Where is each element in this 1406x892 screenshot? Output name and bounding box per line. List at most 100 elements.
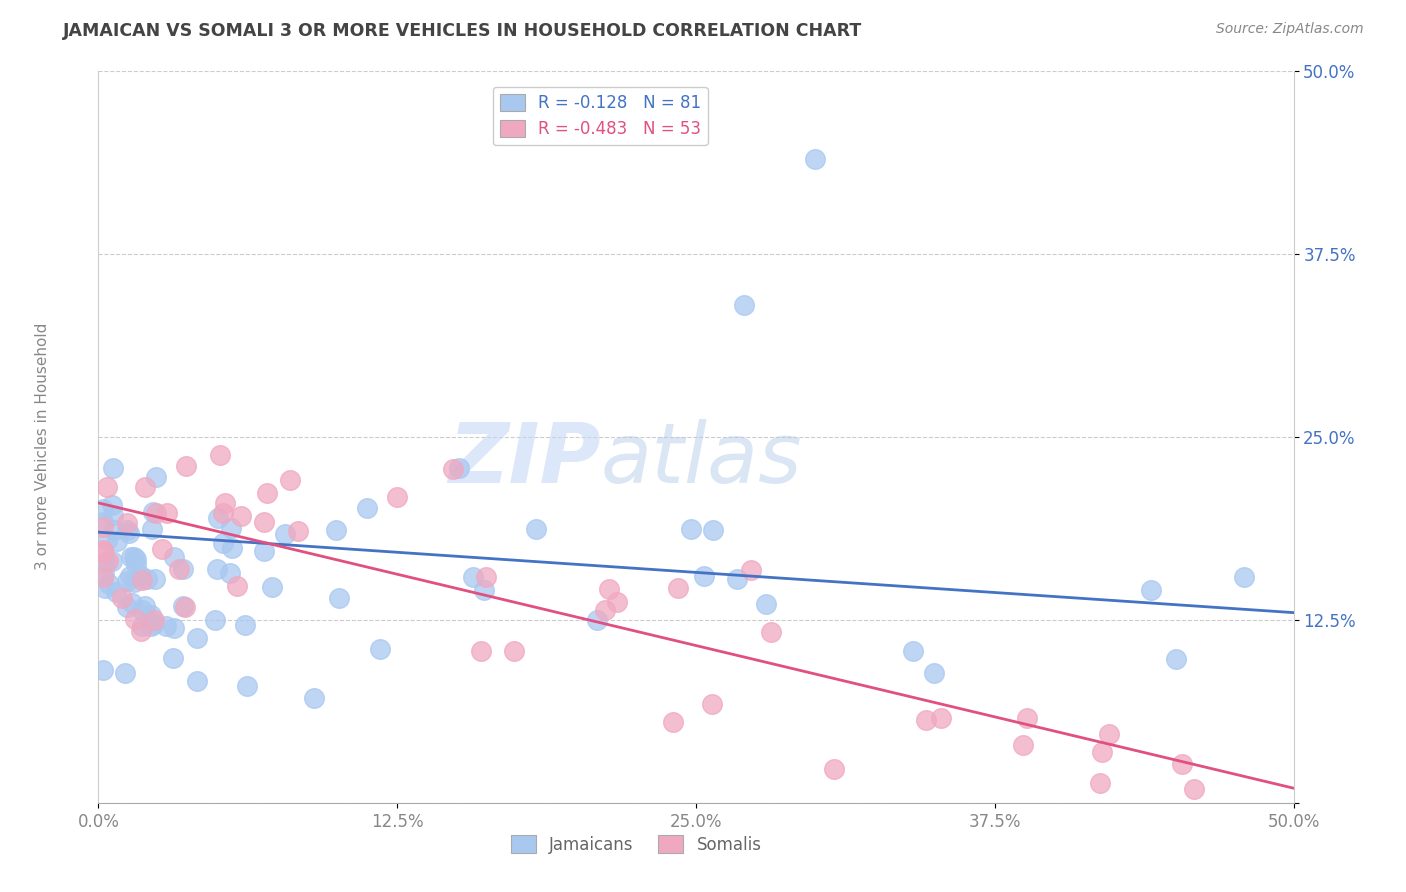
Point [209, 448, 232, 462]
Point [260, 580, 283, 594]
Text: atlas: atlas [600, 418, 801, 500]
Point [231, 509, 253, 524]
Point [101, 498, 124, 512]
Point [385, 490, 408, 504]
Point [929, 711, 952, 725]
Point [174, 458, 197, 473]
Point [218, 566, 240, 580]
Point [503, 644, 526, 658]
Point [125, 552, 148, 566]
Point [94, 556, 117, 570]
Point [470, 644, 492, 658]
Point [253, 544, 276, 558]
Point [233, 618, 256, 632]
Point [118, 526, 141, 541]
Point [131, 619, 153, 633]
Point [115, 600, 138, 615]
Point [207, 511, 229, 525]
Point [156, 507, 179, 521]
Point [134, 599, 156, 613]
Point [475, 570, 498, 584]
Point [91, 663, 114, 677]
Point [129, 624, 152, 639]
Point [125, 557, 148, 571]
Point [143, 572, 166, 586]
Point [205, 562, 228, 576]
Point [97, 554, 120, 568]
Point [139, 618, 162, 632]
Point [129, 568, 152, 582]
Point [1139, 583, 1161, 598]
Point [472, 582, 495, 597]
Point [253, 515, 276, 529]
Point [1164, 652, 1187, 666]
Point [325, 523, 347, 537]
Point [124, 612, 146, 626]
Point [145, 470, 167, 484]
Point [679, 523, 702, 537]
Point [914, 713, 936, 727]
Text: 3 or more Vehicles in Household: 3 or more Vehicles in Household [35, 322, 49, 570]
Point [150, 542, 173, 557]
Point [121, 596, 143, 610]
Point [804, 152, 827, 166]
Point [328, 591, 350, 605]
Point [139, 608, 162, 623]
Point [1088, 776, 1111, 790]
Point [256, 486, 278, 500]
Point [733, 298, 755, 312]
Point [173, 600, 195, 615]
Point [143, 617, 166, 632]
Point [134, 480, 156, 494]
Point [278, 473, 301, 487]
Legend: Jamaicans, Somalis: Jamaicans, Somalis [503, 829, 769, 860]
Point [702, 697, 724, 711]
Point [1170, 756, 1192, 771]
Text: Source: ZipAtlas.com: Source: ZipAtlas.com [1216, 22, 1364, 37]
Point [103, 523, 125, 537]
Point [225, 579, 247, 593]
Point [155, 618, 177, 632]
Point [204, 614, 226, 628]
Point [162, 651, 184, 665]
Point [101, 508, 124, 522]
Point [111, 591, 134, 605]
Point [122, 549, 145, 564]
Point [449, 461, 471, 475]
Point [524, 522, 547, 536]
Point [1233, 570, 1256, 584]
Point [96, 533, 118, 547]
Point [356, 500, 378, 515]
Point [186, 631, 208, 645]
Point [91, 502, 114, 516]
Point [163, 549, 186, 564]
Point [273, 527, 295, 541]
Point [302, 690, 325, 705]
Point [114, 665, 136, 680]
Point [136, 572, 159, 586]
Point [725, 572, 748, 586]
Point [91, 545, 114, 559]
Point [702, 523, 724, 537]
Point [172, 562, 194, 576]
Point [167, 562, 190, 576]
Point [755, 597, 778, 611]
Point [214, 496, 236, 510]
Point [93, 581, 115, 595]
Point [606, 595, 628, 609]
Point [662, 715, 685, 730]
Point [368, 641, 391, 656]
Point [115, 574, 138, 588]
Point [121, 550, 143, 565]
Point [91, 519, 114, 533]
Point [1098, 727, 1121, 741]
Point [141, 522, 163, 536]
Point [142, 505, 165, 519]
Point [91, 515, 114, 529]
Point [118, 569, 141, 583]
Point [1091, 745, 1114, 759]
Point [1017, 711, 1039, 725]
Point [100, 554, 122, 568]
Point [759, 624, 782, 639]
Point [122, 574, 145, 589]
